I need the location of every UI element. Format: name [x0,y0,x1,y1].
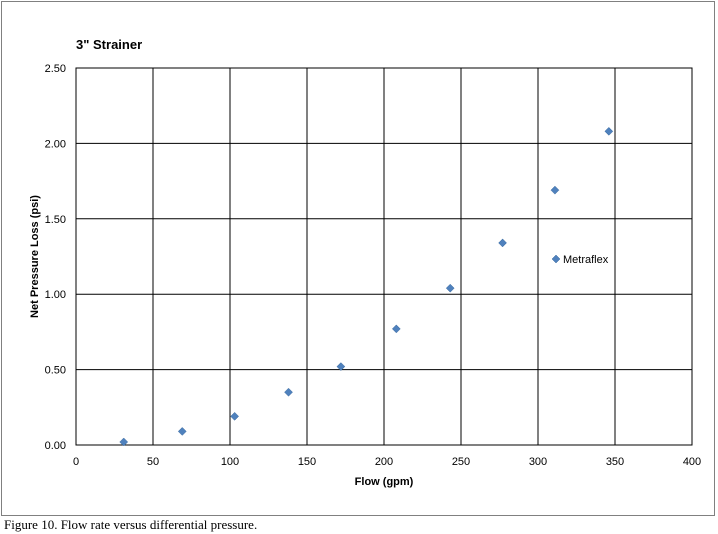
chart-svg: 0 50 100 150 200 250 300 350 400 0.00 0.50 1.00 1.50… [29,37,702,488]
data-point [177,427,187,436]
y-tick-label: 2.50 [45,63,66,75]
legend: Metraflex [551,254,609,266]
data-point [445,283,455,293]
legend-label: Metraflex [563,254,609,266]
x-tick-label: 0 [73,456,79,468]
data-point [230,411,239,421]
chart-title: 3" Strainer [76,37,142,52]
tick-labels: 0 50 100 150 200 250 300 350 400 0.00 0.50 1.00 1.50… [45,63,702,468]
y-tick-label: 0.00 [45,440,66,452]
data-point [391,324,401,334]
x-tick-label: 150 [298,456,316,468]
plot-area [75,67,693,446]
x-tick-label: 100 [221,456,239,468]
data-points [119,126,614,447]
y-tick-label: 2.00 [45,138,66,150]
y-tick-label: 1.00 [45,289,66,301]
figure-caption: Figure 10. Flow rate versus differential… [4,517,258,532]
data-point [498,238,507,248]
data-point [336,362,346,371]
y-axis-title: Net Pressure Loss (psi) [29,195,41,318]
x-tick-label: 50 [147,456,159,468]
data-point [550,185,560,195]
chart-frame: 0 50 100 150 200 250 300 350 400 0.00 0.50 1.00 1.50… [1,1,715,516]
x-tick-label: 350 [606,456,624,468]
y-tick-label: 1.50 [45,214,66,226]
x-tick-label: 300 [529,456,547,468]
x-axis-title: Flow (gpm) [355,476,414,488]
legend-marker [551,254,561,264]
data-point [119,437,129,447]
data-point [604,126,614,136]
data-point [284,387,293,397]
x-tick-label: 200 [375,456,393,468]
x-tick-label: 400 [683,456,701,468]
x-tick-label: 250 [452,456,470,468]
y-tick-label: 0.50 [45,365,66,377]
